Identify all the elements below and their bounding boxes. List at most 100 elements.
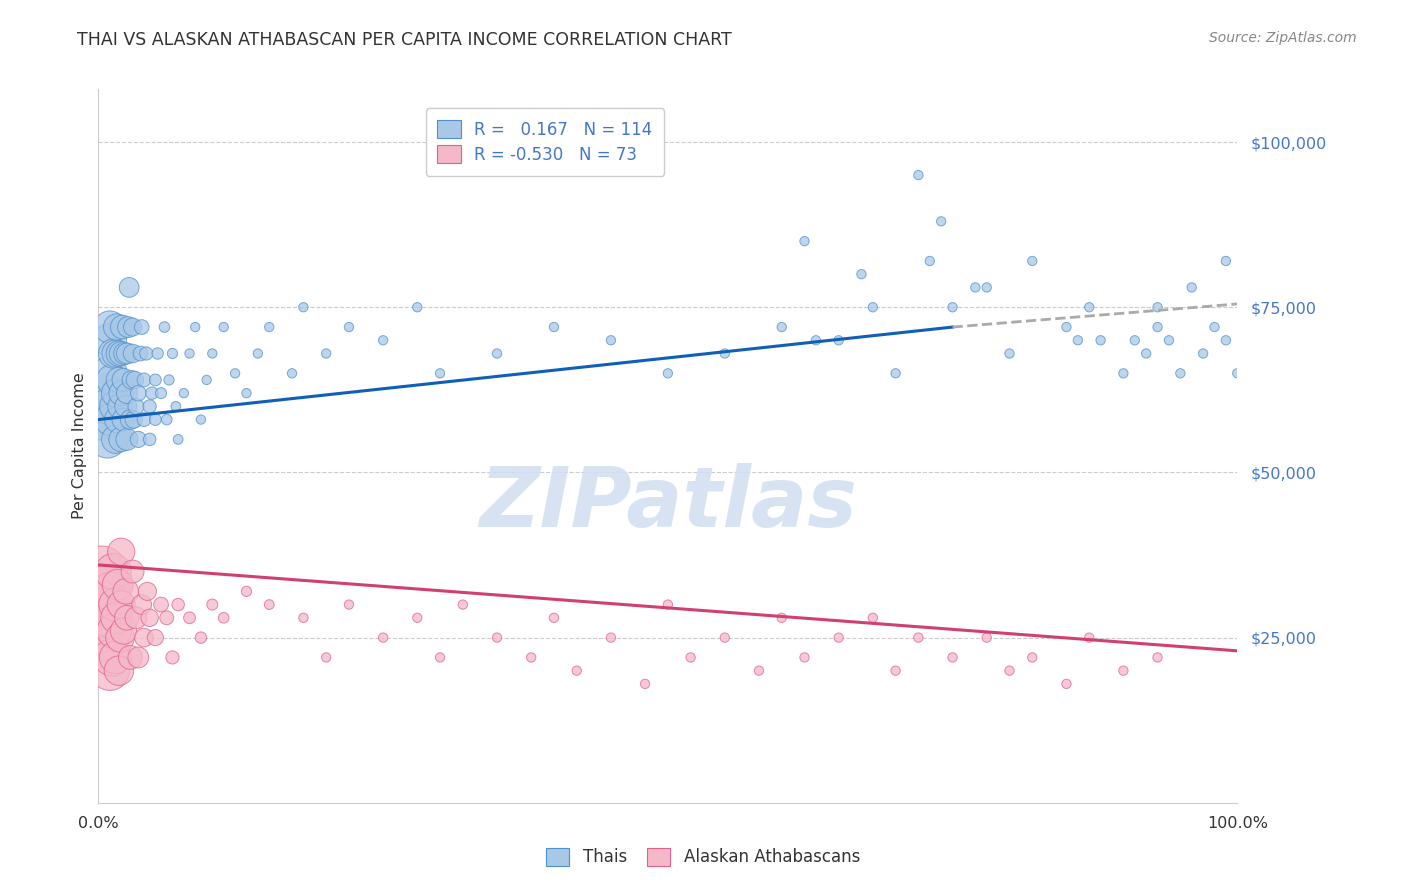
Point (543, 611, 565, 625)
Point (259, 598, 281, 612)
Point (406, 300, 429, 314)
Point (600, 333, 623, 347)
Point (146, 346, 169, 360)
Point (121, 320, 143, 334)
Point (998, 346, 1021, 360)
Point (793, 650, 815, 665)
Point (114, 584, 136, 599)
Point (108, 631, 131, 645)
Point (107, 578, 129, 592)
Point (918, 254, 941, 268)
Point (110, 545, 132, 559)
Point (1215, 254, 1237, 268)
Point (103, 624, 125, 638)
Point (1067, 333, 1090, 347)
Point (201, 346, 224, 360)
Point (1146, 650, 1168, 665)
Point (862, 611, 884, 625)
Point (1157, 333, 1180, 347)
Point (201, 598, 224, 612)
Point (115, 346, 138, 360)
Point (246, 346, 269, 360)
Point (104, 433, 127, 447)
Point (224, 367, 246, 381)
Point (565, 664, 588, 678)
Point (1054, 677, 1078, 691)
Point (486, 631, 509, 645)
Point (1146, 320, 1168, 334)
Point (120, 650, 142, 665)
Point (292, 611, 315, 625)
Point (104, 650, 127, 665)
Point (337, 598, 360, 612)
Point (145, 373, 167, 387)
Point (108, 373, 131, 387)
Point (657, 367, 679, 381)
Point (150, 386, 173, 401)
Point (714, 631, 737, 645)
Point (1170, 367, 1192, 381)
Point (770, 611, 793, 625)
Point (942, 650, 965, 665)
Point (179, 346, 201, 360)
Point (657, 598, 679, 612)
Point (96, 386, 118, 401)
Point (429, 367, 451, 381)
Point (156, 611, 179, 625)
Point (1090, 333, 1112, 347)
Point (110, 346, 132, 360)
Point (138, 400, 160, 414)
Point (804, 333, 827, 347)
Point (114, 400, 136, 414)
Point (862, 300, 884, 314)
Text: THAI VS ALASKAN ATHABASCAN PER CAPITA INCOME CORRELATION CHART: THAI VS ALASKAN ATHABASCAN PER CAPITA IN… (77, 31, 733, 49)
Point (1192, 346, 1215, 360)
Point (292, 300, 315, 314)
Point (98, 611, 121, 625)
Point (634, 677, 657, 691)
Legend: Thais, Alaskan Athabascans: Thais, Alaskan Athabascans (540, 841, 866, 873)
Point (108, 346, 131, 360)
Point (162, 650, 184, 665)
Point (406, 611, 429, 625)
Point (96, 433, 118, 447)
Point (114, 346, 136, 360)
Point (112, 373, 135, 387)
Point (1215, 333, 1237, 347)
Point (101, 650, 124, 665)
Point (1135, 346, 1157, 360)
Point (1146, 300, 1168, 314)
Point (851, 267, 873, 281)
Point (100, 412, 122, 426)
Point (976, 631, 998, 645)
Point (828, 631, 851, 645)
Point (93, 584, 115, 599)
Point (117, 320, 139, 334)
Point (190, 412, 212, 426)
Point (976, 280, 998, 294)
Point (942, 300, 965, 314)
Point (124, 373, 146, 387)
Point (115, 433, 138, 447)
Point (793, 234, 815, 248)
Point (884, 367, 907, 381)
Point (108, 664, 131, 678)
Point (235, 386, 257, 401)
Point (451, 598, 474, 612)
Point (132, 631, 155, 645)
Point (127, 433, 149, 447)
Point (1021, 650, 1043, 665)
Point (110, 598, 132, 612)
Point (132, 373, 155, 387)
Point (1123, 333, 1146, 347)
Point (150, 598, 173, 612)
Point (520, 650, 543, 665)
Point (136, 584, 159, 599)
Point (125, 611, 148, 625)
Point (179, 611, 201, 625)
Point (103, 400, 125, 414)
Point (1078, 300, 1101, 314)
Point (337, 320, 360, 334)
Point (97, 400, 120, 414)
Point (714, 346, 737, 360)
